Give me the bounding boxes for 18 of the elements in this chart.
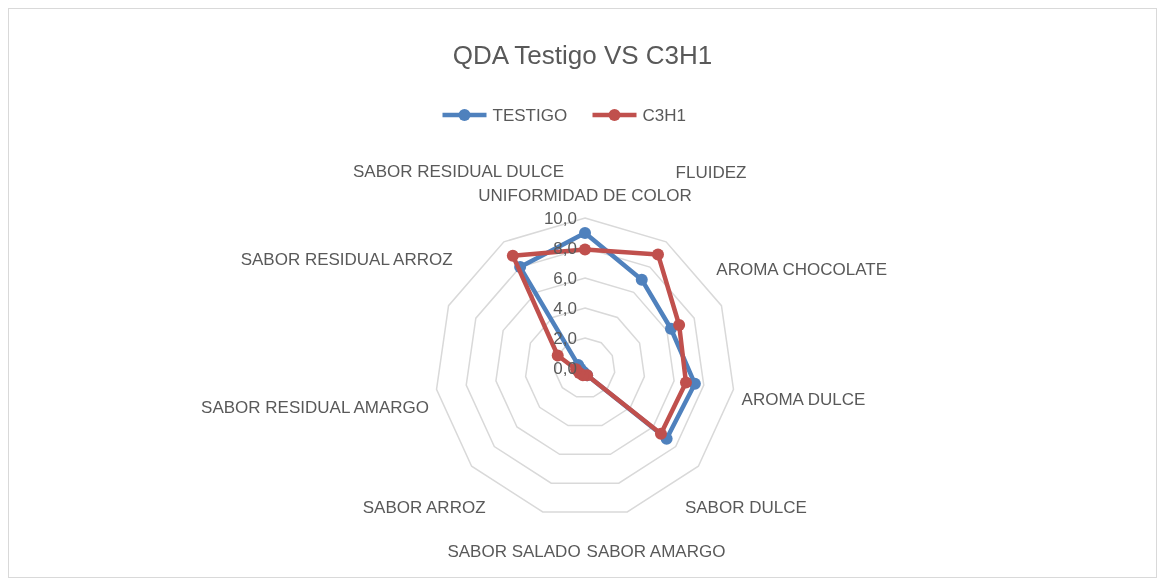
- spoke-label: AROMA DULCE: [741, 390, 866, 410]
- spoke-label: SABOR RESIDUAL ARROZ: [240, 250, 453, 270]
- spoke-label: UNIFORMIDAD DE COLOR: [478, 186, 692, 205]
- spoke-label: SABOR RESIDUAL AMARGO: [201, 397, 430, 417]
- legend-label: TESTIGO: [492, 106, 568, 125]
- y-tick-label: 6,0: [553, 269, 577, 288]
- spoke-label: FLUIDEZ: [675, 162, 747, 182]
- spoke-label: SABOR ARROZ: [362, 498, 486, 518]
- y-tick-label: 10,0: [543, 209, 577, 228]
- spoke-label: SABOR RESIDUAL DULCE: [352, 162, 564, 182]
- legend-label: C3H1: [642, 106, 686, 125]
- spoke-label: SABOR AMARGO: [586, 541, 726, 561]
- chart-title: QDA Testigo VS C3H1: [452, 40, 713, 70]
- spoke-label: SABOR DULCE: [684, 498, 807, 518]
- y-tick-label: 4,0: [553, 299, 577, 318]
- spoke-label: SABOR SALADO: [447, 541, 581, 561]
- spoke-label: AROMA CHOCOLATE: [716, 260, 888, 280]
- y-tick-label: 8,0: [553, 239, 577, 258]
